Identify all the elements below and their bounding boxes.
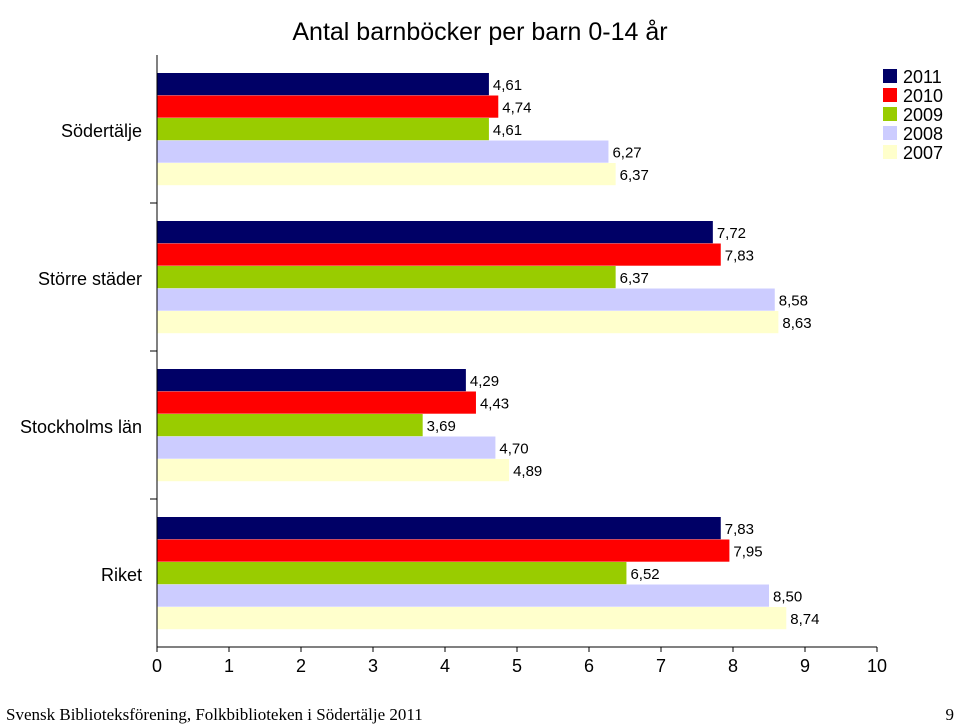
data-label: 4,89 (513, 463, 542, 480)
bar-2011-2 (157, 369, 466, 392)
bar-2011-1 (157, 221, 713, 244)
bar-2008-1 (157, 288, 775, 311)
x-tick-label: 4 (440, 656, 450, 676)
bar-2008-2 (157, 436, 496, 459)
data-label: 6,52 (630, 566, 659, 583)
bar-2011-3 (157, 517, 721, 540)
legend-entry: 2011 (903, 67, 942, 87)
bar-2010-1 (157, 243, 721, 266)
page-number: 9 (945, 705, 955, 724)
data-label: 3,69 (427, 418, 456, 435)
bar-chart: Antal barnböcker per barn 0-14 år 4,61 4,7… (20, 18, 943, 676)
data-label: 8,63 (782, 315, 811, 332)
legend-swatch-2009 (883, 107, 897, 121)
bar-2009-0 (157, 118, 489, 141)
data-label: 4,61 (493, 122, 522, 139)
data-label: 4,70 (499, 441, 528, 458)
data-label: 7,83 (725, 248, 754, 265)
bar-2007-2 (157, 459, 510, 482)
bar-2007-3 (157, 607, 787, 630)
x-tick-label: 1 (224, 656, 234, 676)
data-label: 8,58 (779, 293, 808, 310)
x-tick-label: 5 (512, 656, 522, 676)
bar-2009-2 (157, 414, 423, 437)
legend-swatch-2008 (883, 126, 897, 140)
bar-2007-0 (157, 163, 616, 186)
chart-title: Antal barnböcker per barn 0-14 år (292, 18, 667, 46)
data-label: 4,74 (502, 100, 531, 117)
data-label: 4,29 (470, 373, 499, 390)
x-tick-label: 0 (152, 656, 162, 676)
x-tick-label: 8 (728, 656, 738, 676)
data-label: 8,74 (790, 611, 819, 628)
category-label: Riket (101, 565, 142, 585)
bar-2010-3 (157, 539, 730, 562)
legend-swatch-2007 (883, 145, 897, 159)
data-label: 4,61 (493, 77, 522, 94)
category-label: Stockholms län (20, 417, 142, 437)
data-label: 6,27 (612, 145, 641, 162)
legend-entry: 2007 (903, 143, 943, 163)
x-tick-label: 6 (584, 656, 594, 676)
legend-swatch-2011 (883, 69, 897, 83)
legend-swatch-2010 (883, 88, 897, 102)
data-label: 4,43 (480, 396, 509, 413)
x-tick-label: 9 (800, 656, 810, 676)
x-tick-label: 3 (368, 656, 378, 676)
data-label: 6,37 (620, 167, 649, 184)
bar-2009-1 (157, 266, 616, 289)
data-label: 7,72 (717, 225, 746, 242)
bar-2008-0 (157, 140, 609, 163)
x-tick-label: 10 (867, 656, 887, 676)
category-label: Södertälje (61, 121, 142, 141)
bar-2007-1 (157, 311, 779, 334)
data-label: 6,37 (620, 270, 649, 287)
legend-entry: 2009 (903, 105, 943, 125)
data-label: 7,95 (733, 544, 762, 561)
bar-2011-0 (157, 73, 489, 96)
x-tick-label: 2 (296, 656, 306, 676)
category-label: Större städer (38, 269, 142, 289)
bar-2010-0 (157, 95, 499, 118)
x-tick-label: 7 (656, 656, 666, 676)
data-label: 8,50 (773, 589, 802, 606)
legend-entry: 2010 (903, 86, 943, 106)
data-label: 7,83 (725, 521, 754, 538)
bar-2009-3 (157, 562, 627, 585)
bar-2010-2 (157, 391, 476, 414)
footer-source: Svensk Biblioteksförening, Folkbibliotek… (6, 705, 423, 724)
bar-2008-3 (157, 584, 769, 607)
legend-entry: 2008 (903, 124, 943, 144)
